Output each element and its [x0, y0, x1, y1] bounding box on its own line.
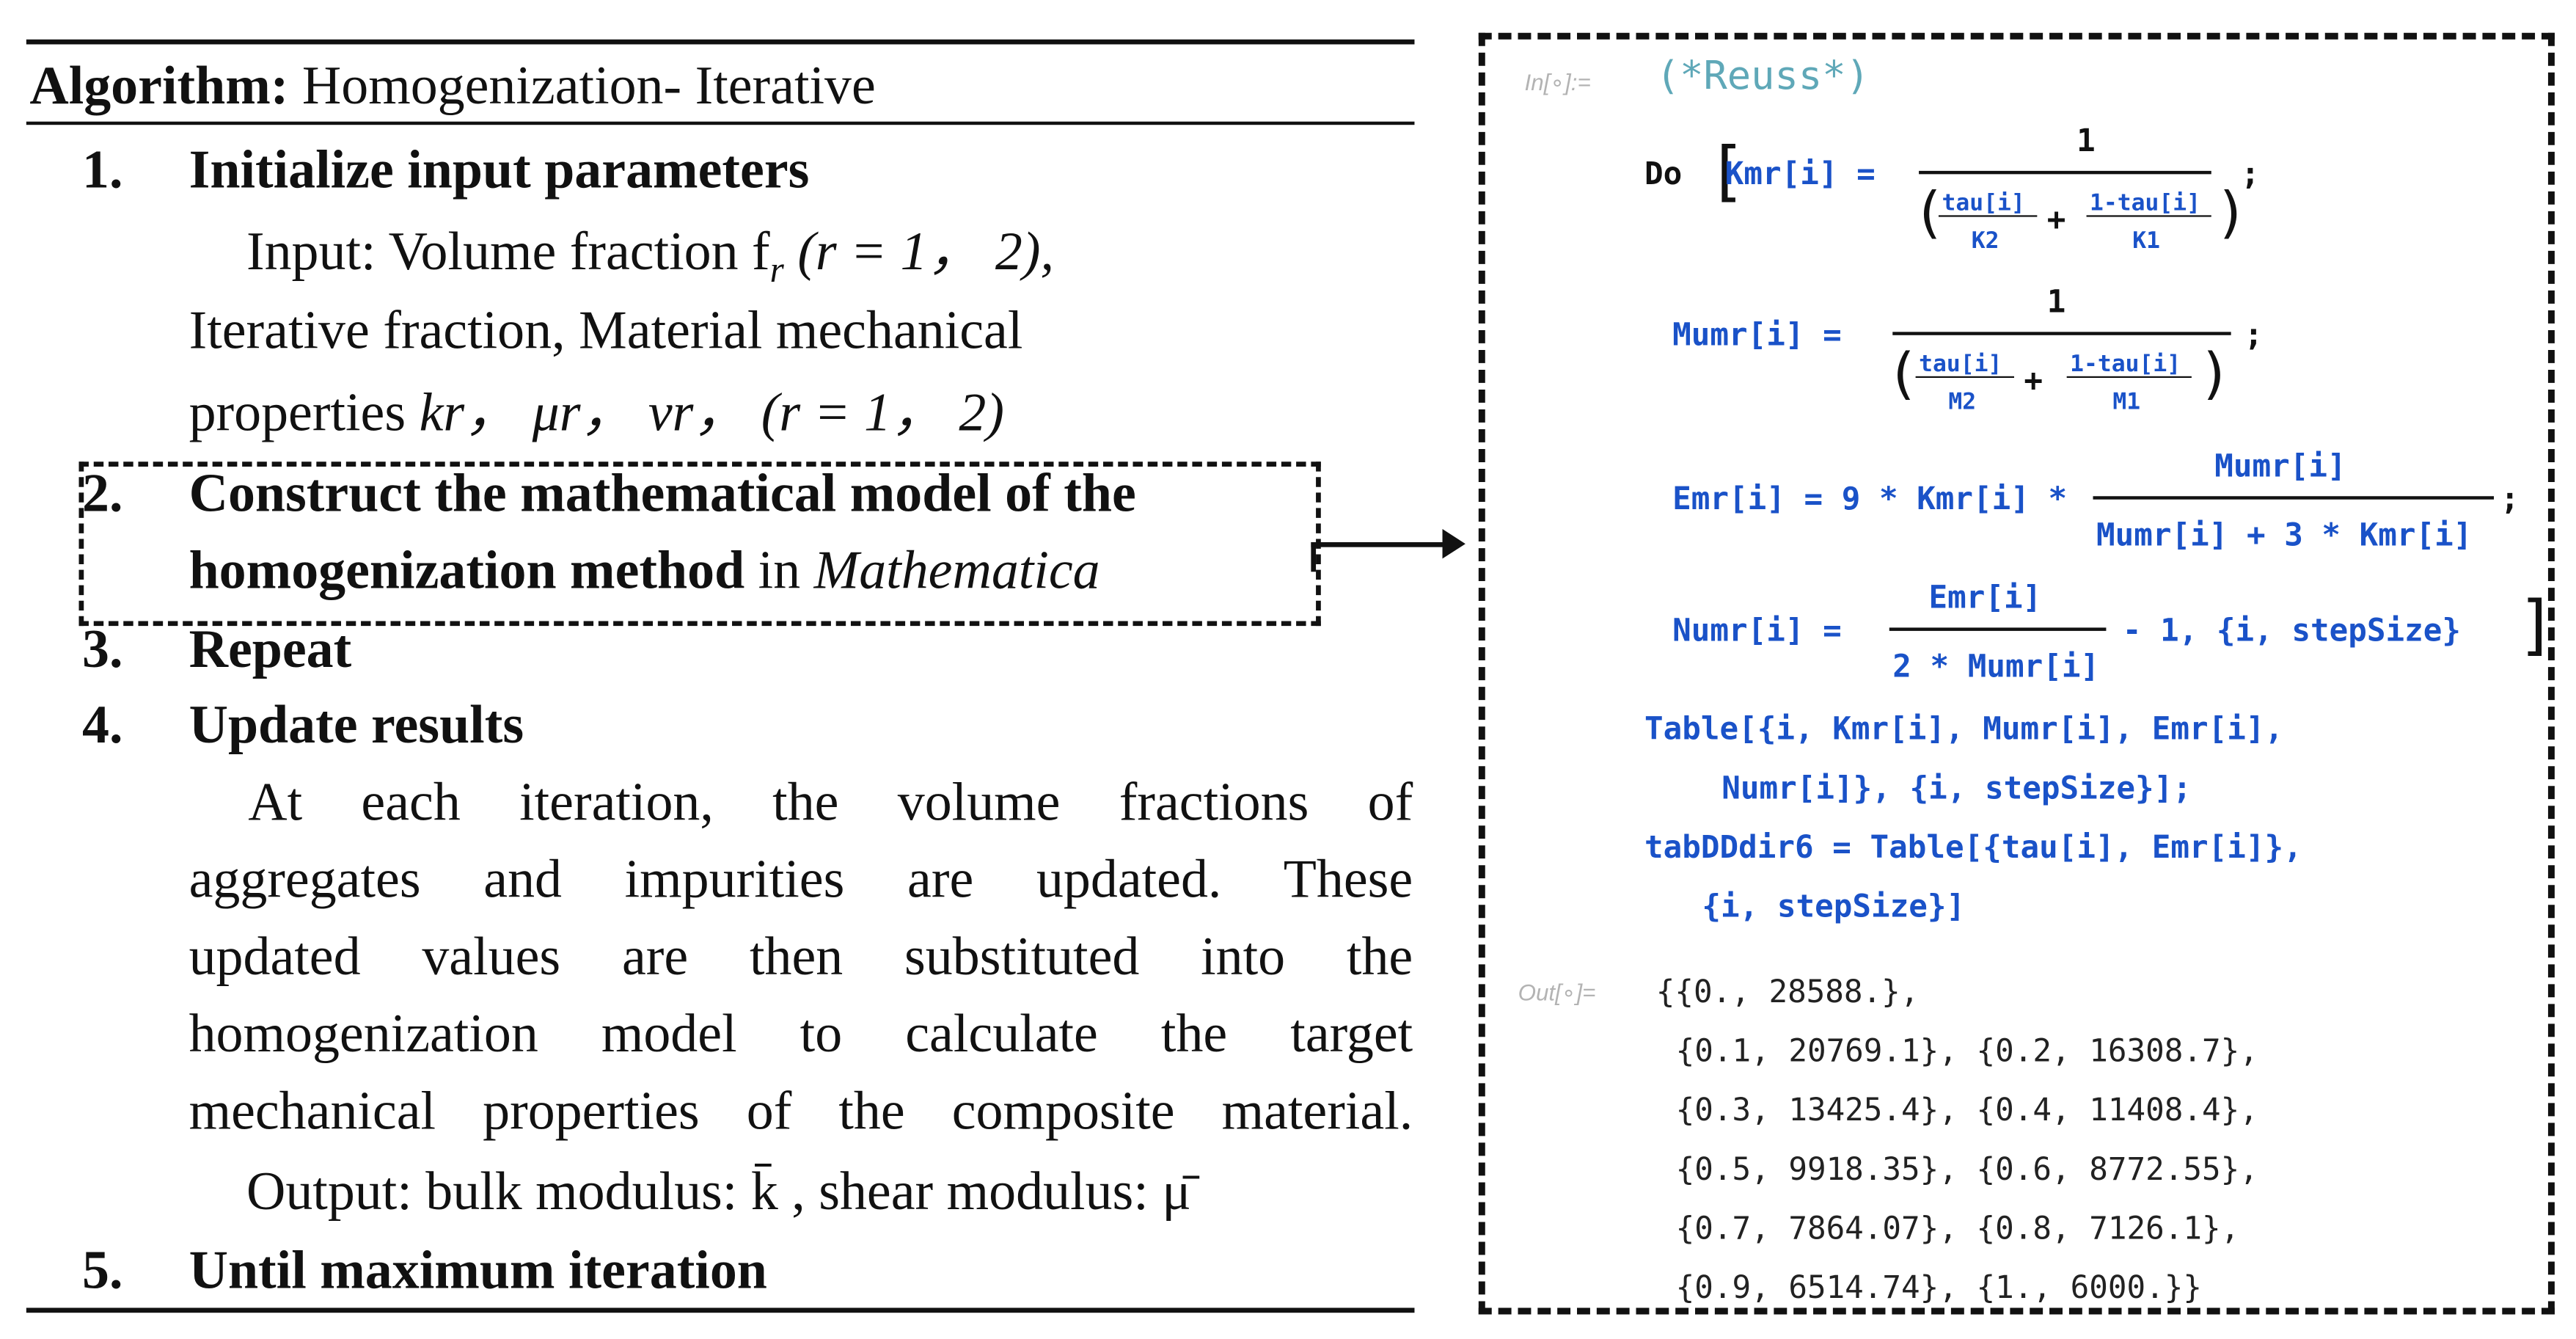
numr-fraction-bar — [1889, 627, 2107, 631]
out-label: Out[∘]= — [1518, 979, 1596, 1006]
algorithm-heading: Algorithm: Homogenization- Iterative — [29, 54, 876, 120]
kmr-fraction-bar — [1919, 170, 2211, 175]
algorithm-panel: Algorithm: Homogenization- Iterative 1. … — [26, 39, 1466, 1313]
kmr-k2: K2 — [1971, 228, 1999, 255]
step3-number: 3. — [81, 621, 123, 681]
mathematica-code-panel: In[∘]:= (*Reuss*) Do [ Kmr[i] = 1 ( tau[… — [1478, 32, 2557, 1315]
emr-semicolon: ; — [2500, 481, 2520, 518]
step4-para-line1: At each iteration, the volume fractions … — [248, 773, 1413, 833]
do-bracket: [ — [1707, 134, 1747, 211]
connector-arrow-head — [1442, 529, 1466, 559]
out-line3: {0.3, 13425.4}, {0.4, 11408.4}, — [1675, 1092, 2258, 1129]
emr-fraction-bar — [2093, 496, 2495, 500]
numr-denominator: 2 * Mumr[i] — [1892, 649, 2100, 685]
kmr-semicolon: ; — [2241, 156, 2260, 192]
mumr-tau: tau[i] — [1919, 351, 2002, 379]
out-line1: {{0., 28588.}, — [1655, 974, 1920, 1011]
emr-denominator: Mumr[i] + 3 * Kmr[i] — [2096, 517, 2473, 554]
step1-input-line: Input: Volume fraction fr (r = 1， 2), — [246, 220, 1054, 303]
do-keyword: Do — [1644, 156, 1683, 192]
tab-line1: tabDDdir6 = Table[{tau[i], Emr[i]}, — [1644, 828, 2302, 868]
table-line1: Table[{i, Kmr[i], Mumr[i], Emr[i], — [1644, 711, 2284, 748]
mumr-omt-bar — [2066, 376, 2192, 379]
top-rule — [26, 39, 1415, 45]
out-line2: {0.1, 20769.1}, {0.2, 16308.7}, — [1675, 1033, 2258, 1070]
kmr-one-minus-tau: 1-tau[i] — [2090, 190, 2201, 217]
kmr-tau-bar — [1938, 215, 2038, 217]
do-bracket-close: ] — [2517, 588, 2557, 664]
bottom-rule — [26, 1307, 1415, 1313]
step4-paragraph: At each iteration, the volume fractions … — [189, 766, 1413, 1152]
step4-para-line2: aggregates and impurities are updated. T… — [189, 850, 1413, 911]
tab-variable: tabDDdir6 — [1644, 829, 1814, 866]
step1-line3-math: k — [419, 384, 444, 444]
step2-in: in — [744, 541, 814, 602]
numr-tail: - 1, {i, stepSize} — [2122, 613, 2462, 649]
tab-rhs: = Table[{tau[i], Emr[i]}, — [1813, 829, 2302, 866]
step1-line2: Iterative fraction, Material mechanical — [189, 302, 1023, 362]
kmr-numerator: 1 — [2076, 123, 2096, 160]
step3-title: Repeat — [189, 621, 352, 681]
kmr-den-paren-left: ( — [1912, 180, 1947, 247]
tab-line2: {i, stepSize}] — [1702, 889, 1966, 925]
step2-title-line1: Construct the mathematical model of the — [189, 464, 1136, 525]
out-line6: {0.9, 6514.74}, {1., 6000.}} — [1675, 1269, 2202, 1307]
step5-title: Until maximum iteration — [189, 1241, 767, 1302]
step2-number: 2. — [81, 464, 123, 525]
mumr-one-minus-tau: 1-tau[i] — [2070, 351, 2181, 379]
step4-title: Update results — [189, 696, 524, 756]
step4-para-line3: updated values are then substituted into… — [189, 928, 1413, 988]
step1-line3-pre: properties — [189, 384, 420, 444]
step1-input-tail: (r = 1， 2), — [783, 223, 1054, 283]
emr-lhs: Emr[i] = 9 * Kmr[i] * — [1672, 481, 2068, 518]
mumr-plus: + — [2024, 362, 2043, 400]
step1-number: 1. — [81, 141, 123, 201]
mumr-m1: M1 — [2112, 389, 2141, 416]
mumr-fraction-bar — [1892, 332, 2231, 335]
mumr-tau-bar — [1915, 376, 2014, 379]
numr-lhs: Numr[i] = — [1672, 613, 1842, 649]
step4-output: Output: bulk modulus: k̄ , shear modulus… — [246, 1163, 1191, 1223]
step4-para-line5: mechanical properties of the composite m… — [189, 1082, 1413, 1142]
mumr-numerator: 1 — [2046, 284, 2066, 321]
out-line5: {0.7, 7864.07}, {0.8, 7126.1}, — [1675, 1211, 2240, 1247]
step1-line3-rest: r， μr， vr， (r = 1， 2) — [443, 384, 1004, 444]
reuss-comment: (*Reuss*) — [1655, 52, 1870, 99]
kmr-tau: tau[i] — [1942, 190, 2025, 217]
step1-title: Initialize input parameters — [189, 141, 810, 201]
step4-number: 4. — [81, 696, 123, 756]
out-line4: {0.5, 9918.35}, {0.6, 8772.55}, — [1675, 1151, 2258, 1189]
mumr-m2: M2 — [1948, 389, 1977, 416]
step2-title-bold: homogenization method — [189, 541, 745, 602]
in-label: In[∘]:= — [1524, 69, 1591, 95]
numr-numerator: Emr[i] — [1928, 580, 2042, 616]
mumr-lhs: Mumr[i] = — [1672, 317, 1842, 354]
connector-arrow-vertical — [1311, 541, 1317, 572]
step1-input-text: Input: Volume fraction f — [246, 223, 770, 283]
step2-app-name: Mathematica — [813, 541, 1100, 602]
kmr-omt-bar — [2086, 215, 2211, 217]
step4-para-line4: homogenization model to calculate the ta… — [189, 1005, 1413, 1065]
mumr-semicolon: ; — [2244, 317, 2264, 354]
heading-rule — [26, 121, 1415, 125]
mumr-den-paren-right: ) — [2198, 341, 2232, 408]
algorithm-heading-label: Algorithm: — [29, 57, 289, 117]
kmr-lhs: Kmr[i] = — [1724, 156, 1876, 192]
step1-line3: properties kr， μr， vr， (r = 1， 2) — [189, 382, 1004, 448]
emr-numerator: Mumr[i] — [2214, 448, 2346, 485]
table-line2: Numr[i]}, {i, stepSize}]; — [1721, 770, 2192, 807]
step1-input-sub: r — [769, 249, 784, 291]
kmr-k1: K1 — [2132, 228, 2161, 255]
connector-arrow-line — [1311, 541, 1446, 547]
step5-number: 5. — [81, 1241, 123, 1302]
algorithm-heading-text: Homogenization- Iterative — [301, 57, 876, 117]
step2-title-line2: homogenization method in Mathematica — [189, 539, 1100, 605]
kmr-den-paren-right: ) — [2214, 180, 2249, 247]
kmr-plus: + — [2046, 202, 2066, 238]
mumr-den-paren-left: ( — [1886, 341, 1920, 408]
